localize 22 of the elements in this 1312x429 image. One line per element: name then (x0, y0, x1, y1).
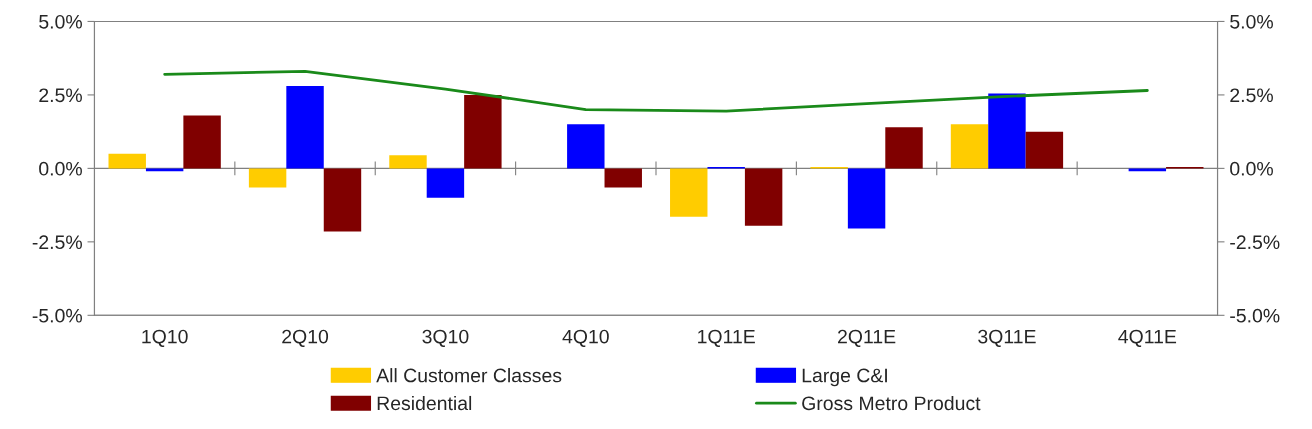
x-tick-label: 3Q10 (422, 329, 469, 347)
legend-label: Residential (377, 395, 472, 411)
legend-label: All Customer Classes (376, 368, 562, 383)
y-tick-label: -5.0% (32, 308, 82, 323)
y2-tick-label: -5.0% (1230, 308, 1280, 323)
y-tick-label: 5.0% (39, 14, 82, 29)
x-tick-label: 4Q11E (1118, 329, 1177, 347)
x-tick-label: 3Q11E (978, 329, 1036, 347)
y-tick-label: 0.0% (39, 161, 82, 176)
x-tick-label: 4Q10 (562, 329, 609, 347)
x-tick-label: 2Q10 (282, 329, 329, 347)
y2-tick-label: -2.5% (1230, 235, 1280, 250)
x-tick-label: 1Q11E (698, 329, 755, 347)
y-tick-label: -2.5% (32, 235, 82, 250)
legend-label: Large C&I (802, 368, 887, 387)
x-tick-label: 1Q10 (142, 329, 188, 347)
y-tick-label: 2.5% (39, 88, 82, 103)
y2-tick-label: 5.0% (1230, 14, 1273, 29)
y2-tick-label: 2.5% (1230, 88, 1273, 103)
x-tick-label: 2Q11E (838, 329, 896, 347)
y2-tick-label: 0.0% (1230, 161, 1273, 176)
legend-label: Gross Metro Product (802, 395, 981, 411)
